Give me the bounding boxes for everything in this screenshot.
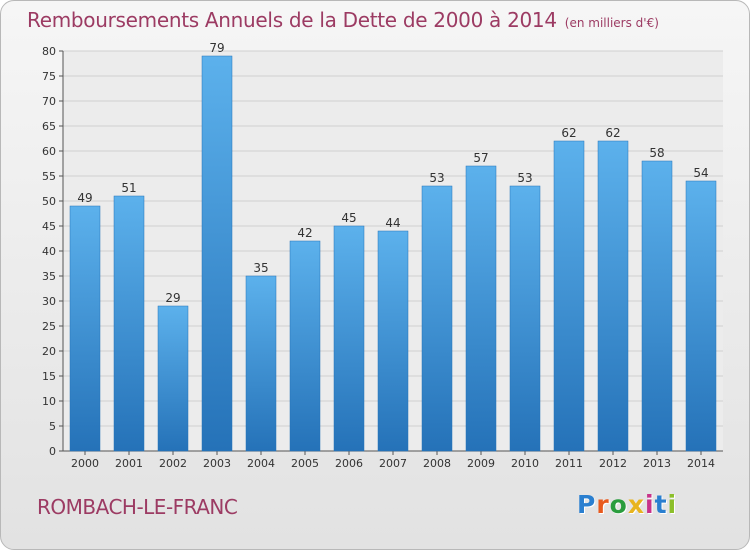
bar-2013 [641, 160, 673, 452]
y-tick-label: 70 [42, 95, 56, 108]
bar-2011 [553, 140, 585, 452]
logo-letter: r [596, 490, 610, 519]
y-tick-label: 40 [42, 245, 56, 258]
bar-2008 [421, 185, 453, 452]
bar-2001 [113, 195, 145, 452]
y-tick-label: 10 [42, 395, 56, 408]
y-tick-label: 75 [42, 70, 56, 83]
value-label: 35 [253, 261, 268, 275]
label-layer: 0 5 10 15 20 25 30 35 40 45 50 55 60 65 70 75 80 2000 49 20… [42, 41, 715, 470]
x-tick-label: 2000 [71, 457, 99, 470]
y-tick-label: 60 [42, 145, 56, 158]
bar-2003 [201, 55, 233, 452]
bar-2005 [289, 240, 321, 452]
location-name: ROMBACH-LE-FRANC [37, 495, 238, 519]
bar-2000 [69, 205, 101, 452]
bar-layer [69, 55, 717, 452]
x-tick-label: 2005 [291, 457, 319, 470]
y-tick-label: 30 [42, 295, 56, 308]
x-tick-label: 2010 [511, 457, 539, 470]
value-label: 58 [649, 146, 664, 160]
logo-letter: t [654, 490, 668, 519]
x-tick-label: 2012 [599, 457, 627, 470]
x-tick-label: 2004 [247, 457, 275, 470]
x-tick-label: 2001 [115, 457, 143, 470]
value-label: 62 [605, 126, 620, 140]
logo-letter: x [627, 490, 645, 519]
bar-2004 [245, 275, 277, 452]
value-label: 79 [209, 41, 224, 55]
y-tick-label: 65 [42, 120, 56, 133]
x-tick-label: 2014 [687, 457, 715, 470]
bar-2009 [465, 165, 497, 452]
x-tick-label: 2002 [159, 457, 187, 470]
value-label: 62 [561, 126, 576, 140]
bar-2006 [333, 225, 365, 452]
value-label: 53 [517, 171, 532, 185]
bar-2012 [597, 140, 629, 452]
value-label: 49 [77, 191, 92, 205]
logo-letter: o [609, 490, 628, 519]
bar-2014 [685, 180, 717, 452]
x-tick-label: 2003 [203, 457, 231, 470]
logo-letter: i [667, 490, 678, 519]
logo-letter: i [645, 490, 655, 519]
logo-letter: P [577, 490, 597, 519]
value-label: 29 [165, 291, 180, 305]
y-tick-label: 15 [42, 370, 56, 383]
value-label: 51 [121, 181, 136, 195]
value-label: 45 [341, 211, 356, 225]
value-label: 57 [473, 151, 488, 165]
value-label: 54 [693, 166, 708, 180]
value-label: 44 [385, 216, 400, 230]
x-tick-label: 2011 [555, 457, 583, 470]
x-tick-label: 2008 [423, 457, 451, 470]
bar-2007 [377, 230, 409, 452]
title-text: Remboursements Annuels de la Dette de 20… [27, 8, 557, 32]
value-label: 42 [297, 226, 312, 240]
x-tick-label: 2013 [643, 457, 671, 470]
proxiti-logo: Proxiti [577, 490, 677, 519]
y-tick-label: 5 [49, 420, 56, 433]
x-tick-label: 2009 [467, 457, 495, 470]
y-tick-label: 25 [42, 320, 56, 333]
y-tick-label: 35 [42, 270, 56, 283]
x-tick-label: 2006 [335, 457, 363, 470]
x-tick-label: 2007 [379, 457, 407, 470]
y-tick-label: 80 [42, 45, 56, 58]
bar-2010 [509, 185, 541, 452]
chart-title: Remboursements Annuels de la Dette de 20… [27, 8, 659, 32]
y-tick-label: 45 [42, 220, 56, 233]
title-unit: (en milliers d'€) [564, 16, 659, 30]
y-tick-label: 20 [42, 345, 56, 358]
bar-2002 [157, 305, 189, 452]
value-label: 53 [429, 171, 444, 185]
y-tick-label: 50 [42, 195, 56, 208]
y-tick-label: 0 [49, 445, 56, 458]
y-tick-label: 55 [42, 170, 56, 183]
